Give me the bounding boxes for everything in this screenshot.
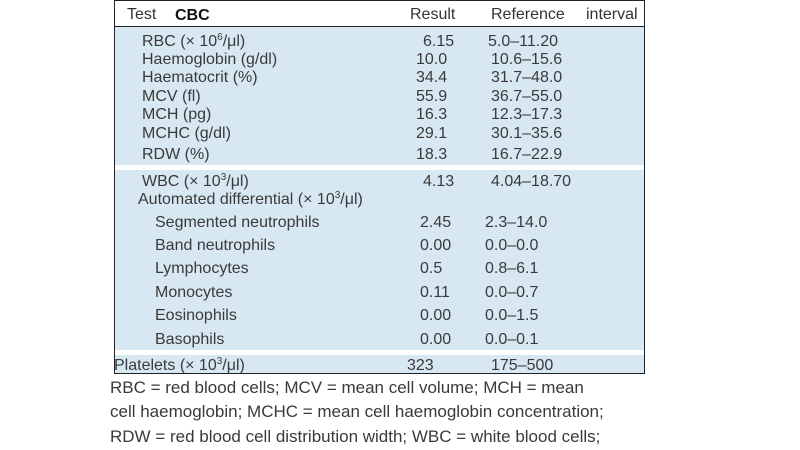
row-reference: 10.6–15.6 bbox=[491, 51, 563, 68]
footnote-line: RDW = red blood cell distribution width;… bbox=[110, 427, 601, 446]
row-reference: 36.7–55.0 bbox=[491, 88, 563, 105]
row-name: Platelets (× 103/μl) bbox=[114, 356, 245, 374]
row-result: 0.00 bbox=[420, 237, 452, 254]
row-result: 0.00 bbox=[420, 331, 452, 348]
row-name: Eosinophils bbox=[155, 307, 237, 324]
row-name: Lymphocytes bbox=[155, 260, 249, 277]
row-name: Band neutrophils bbox=[155, 237, 276, 254]
header-cbc: CBC bbox=[175, 7, 210, 24]
cbc-table: Test CBC Result Reference interval RBC (… bbox=[114, 0, 645, 374]
row-result: 2.45 bbox=[420, 214, 452, 231]
table-header: Test CBC Result Reference interval bbox=[115, 0, 644, 27]
row-reference: 0.0–0.7 bbox=[485, 284, 539, 301]
row-name: Segmented neutrophils bbox=[155, 214, 320, 231]
header-result: Result bbox=[410, 6, 456, 23]
footnote-line: cell haemoglobin; MCHC = mean cell haemo… bbox=[110, 402, 604, 421]
row-result: 16.3 bbox=[416, 106, 448, 123]
row-name: RDW (%) bbox=[142, 146, 210, 163]
footnote-line: RBC = red blood cells; MCV = mean cell v… bbox=[110, 378, 584, 397]
row-result: 55.9 bbox=[416, 88, 448, 105]
row-reference: 0.8–6.1 bbox=[485, 260, 539, 277]
row-reference: 5.0–11.20 bbox=[488, 33, 558, 50]
row-result: 0.00 bbox=[420, 307, 452, 324]
row-name: Monocytes bbox=[155, 284, 233, 301]
row-reference: 0.0–0.0 bbox=[485, 237, 539, 254]
row-result: 18.3 bbox=[416, 146, 448, 163]
row-name: MCV (fl) bbox=[142, 88, 201, 105]
row-reference: 175–500 bbox=[491, 357, 554, 374]
row-name: MCHC (g/dl) bbox=[142, 125, 231, 142]
rbc-section-band bbox=[115, 27, 644, 165]
row-name: Automated differential (× 103/μl) bbox=[138, 190, 363, 208]
row-reference: 0.0–1.5 bbox=[485, 307, 539, 324]
row-reference: 2.3–14.0 bbox=[485, 214, 548, 231]
row-result: 323 bbox=[407, 357, 434, 374]
header-interval: interval bbox=[586, 6, 638, 23]
row-result: 29.1 bbox=[416, 125, 448, 142]
row-result: 34.4 bbox=[416, 69, 448, 86]
row-name: Haematocrit (%) bbox=[142, 69, 258, 86]
row-reference: 12.3–17.3 bbox=[491, 106, 563, 123]
row-name: Haemoglobin (g/dl) bbox=[142, 51, 278, 68]
row-result: 4.13 bbox=[423, 173, 455, 190]
wbc-section-band bbox=[115, 170, 644, 350]
header-reference: Reference bbox=[491, 6, 565, 23]
row-result: 0.11 bbox=[420, 284, 450, 301]
row-reference: 16.7–22.9 bbox=[491, 146, 563, 163]
platelets-section-band bbox=[115, 355, 644, 373]
header-test: Test bbox=[127, 6, 157, 23]
row-result: 6.15 bbox=[423, 33, 455, 50]
row-name: Basophils bbox=[155, 331, 225, 348]
row-reference: 4.04–18.70 bbox=[491, 173, 572, 190]
row-name: WBC (× 103/μl) bbox=[142, 172, 249, 190]
row-name: RBC (× 106/μl) bbox=[142, 32, 246, 50]
row-result: 0.5 bbox=[420, 260, 443, 277]
row-reference: 0.0–0.1 bbox=[485, 331, 539, 348]
row-reference: 31.7–48.0 bbox=[491, 69, 563, 86]
row-reference: 30.1–35.6 bbox=[491, 125, 563, 142]
row-name: MCH (pg) bbox=[142, 106, 212, 123]
row-result: 10.0 bbox=[416, 51, 448, 68]
